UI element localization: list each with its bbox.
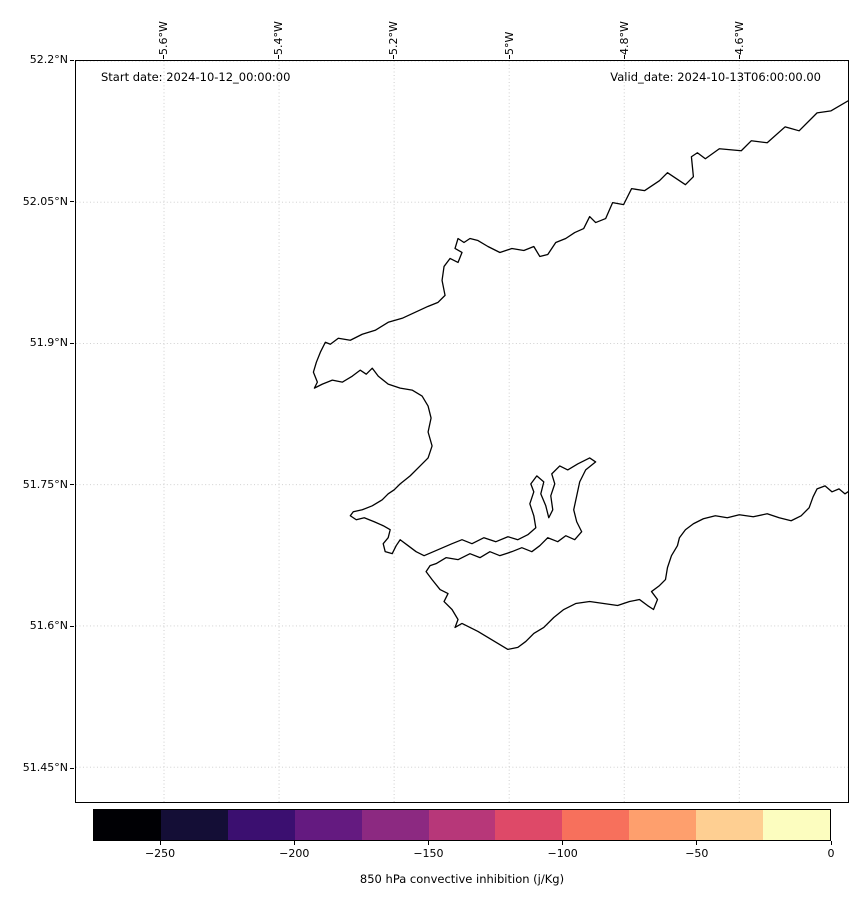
x-tick-mark — [278, 55, 280, 59]
y-tick-label: 52.2°N — [29, 53, 68, 66]
x-tick-label: 5°W — [502, 31, 516, 55]
colorbar-tick-mark — [696, 841, 698, 845]
colorbar-tick-label: 0 — [827, 847, 835, 860]
x-tick-mark — [739, 55, 741, 59]
annotation-valid-date: Valid_date: 2024-10-13T06:00:00.00 — [610, 70, 821, 84]
y-tick-mark — [70, 59, 74, 61]
colorbar-segment — [94, 810, 161, 840]
colorbar-tick-label: −50 — [685, 847, 709, 860]
y-tick-label: 51.75°N — [22, 477, 68, 491]
x-tick-label: 4.6°W — [733, 21, 747, 55]
plot-area: Start date: 2024-10-12_00:00:00 Valid_da… — [75, 60, 849, 803]
colorbar-tick-label: −150 — [413, 847, 444, 860]
colorbar-segment — [160, 810, 228, 840]
y-tick-mark — [70, 342, 74, 344]
x-tick-mark — [393, 55, 395, 59]
colorbar-label: 850 hPa convective inhibition (j/Kg) — [359, 872, 565, 886]
colorbar-tick-mark — [293, 841, 295, 845]
coastline-path — [312, 100, 848, 651]
colorbar-segment — [428, 810, 496, 840]
colorbar-segment — [495, 810, 563, 840]
y-tick-mark — [70, 201, 74, 203]
colorbar-tick-mark — [562, 841, 564, 845]
map-canvas — [76, 61, 848, 802]
y-tick-label: 51.6°N — [29, 619, 68, 633]
x-tick-label: 5.6°W — [156, 21, 170, 55]
colorbar-segment — [763, 810, 830, 840]
colorbar — [93, 809, 831, 841]
y-tick-label: 51.9°N — [29, 336, 68, 350]
colorbar-segment — [361, 810, 429, 840]
x-tick-label: 5.2°W — [387, 21, 401, 55]
x-tick-mark — [162, 55, 164, 59]
x-tick-mark — [508, 55, 510, 59]
colorbar-tick-label: −250 — [144, 847, 176, 860]
x-tick-mark — [624, 55, 626, 59]
colorbar-segment — [696, 810, 764, 840]
y-tick-mark — [70, 767, 74, 769]
colorbar-tick-mark — [427, 841, 429, 845]
colorbar-tick-mark — [830, 841, 832, 845]
x-tick-label: 5.4°W — [272, 21, 286, 55]
colorbar-tick-mark — [159, 841, 161, 845]
colorbar-segment — [629, 810, 697, 840]
colorbar-segment — [227, 810, 295, 840]
y-tick-mark — [70, 484, 74, 486]
y-tick-label: 52.05°N — [22, 194, 68, 208]
y-tick-mark — [70, 625, 74, 627]
colorbar-tick-label: −100 — [547, 847, 578, 860]
colorbar-segment — [294, 810, 362, 840]
x-tick-label: 4.8°W — [618, 21, 632, 55]
y-tick-label: 51.45°N — [22, 761, 68, 775]
colorbar-tick-label: −200 — [279, 847, 310, 860]
annotation-start-date: Start date: 2024-10-12_00:00:00 — [101, 70, 291, 84]
colorbar-segment — [562, 810, 630, 840]
